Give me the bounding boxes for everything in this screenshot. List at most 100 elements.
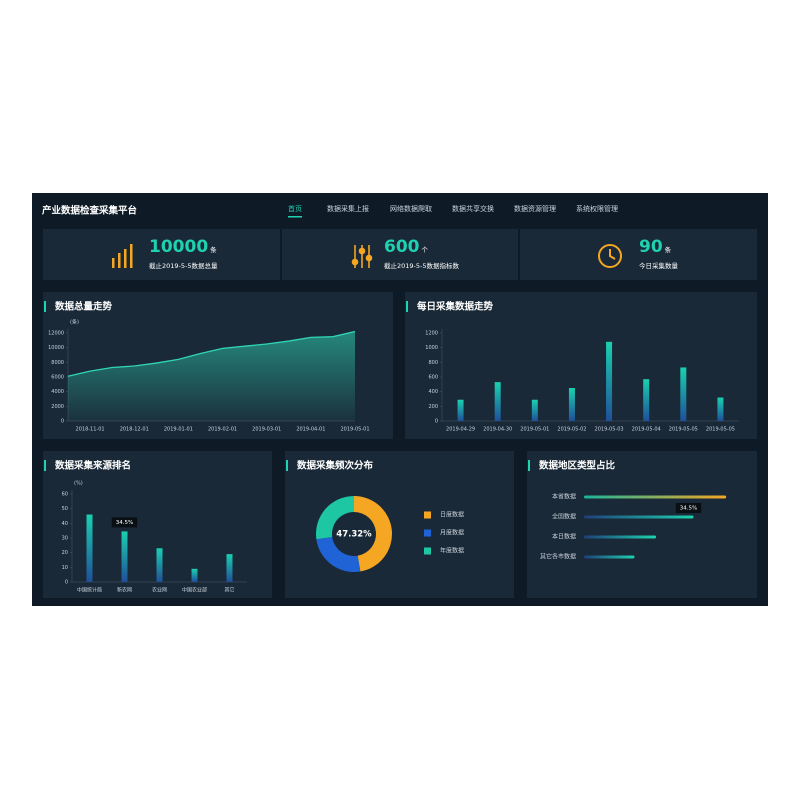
panel-accent [528, 460, 530, 471]
y-tick-label: 6000 [51, 375, 64, 381]
icon-sliders [351, 245, 373, 268]
y-tick-label: 0 [435, 419, 438, 425]
bar [226, 554, 233, 582]
hbar [584, 555, 635, 559]
nav-item[interactable]: 数据资源管理 [514, 204, 556, 213]
legend-label: 年度数据 [440, 547, 464, 555]
bar [457, 399, 464, 421]
donut-segment [316, 537, 361, 572]
x-tick-label: 2019-02-01 [208, 427, 237, 433]
y-tick-label: 600 [428, 375, 438, 381]
stat-value: 90 [639, 237, 663, 257]
bar [680, 367, 687, 421]
hbar [584, 495, 727, 499]
bar [156, 548, 163, 582]
panel [405, 292, 757, 439]
nav-item[interactable]: 数据采集上报 [327, 204, 369, 213]
y-tick-label: 20 [62, 550, 68, 556]
panel-title: 数据地区类型占比 [538, 460, 616, 472]
panel-accent [286, 460, 288, 471]
x-tick-label: 2019-01-01 [164, 427, 193, 433]
x-tick-label: 2019-03-01 [252, 427, 281, 433]
y-tick-label: 400 [428, 389, 438, 395]
y-tick-label: 4000 [51, 389, 64, 395]
y-unit: (条) [70, 319, 79, 326]
y-tick-label: 40 [62, 521, 68, 527]
nav-item[interactable]: 系统权限管理 [576, 204, 618, 213]
tooltip-box [111, 517, 138, 528]
y-tick-label: 0 [65, 580, 68, 586]
area-fill [68, 331, 355, 421]
x-tick-label: 2019-05-05 [706, 427, 735, 433]
tooltip: 34.5% [675, 503, 702, 513]
panel-accent [406, 301, 408, 312]
y-tick-label: 0 [61, 419, 64, 425]
legend-swatch [424, 529, 431, 537]
y-tick-label: 50 [62, 506, 68, 512]
y-tick-label: 12000 [48, 331, 64, 337]
hbar [584, 515, 694, 519]
panel-title: 每日采集数据走势 [417, 301, 494, 313]
x-tick-label: 2019-04-29 [446, 427, 475, 433]
x-tick-label: 2019-05-01 [340, 427, 369, 433]
category-label: 本省数据 [552, 493, 576, 501]
x-tick-label: 中国农业部 [182, 587, 207, 594]
y-tick-label: 30 [62, 536, 68, 542]
category-label: 全国数据 [552, 513, 576, 521]
x-tick-label: 2018-12-01 [120, 427, 149, 433]
y-unit: (%) [74, 481, 83, 487]
legend-label: 日度数据 [440, 511, 464, 519]
nav-item[interactable]: 首页 [288, 204, 302, 213]
hbar [584, 535, 657, 539]
y-tick-label: 60 [62, 492, 68, 498]
stat-label: 今日采集数量 [639, 261, 679, 270]
legend-label: 月度数据 [440, 529, 464, 537]
bar [191, 568, 198, 582]
tooltip: 34.5% [111, 517, 138, 528]
tooltip-box [675, 503, 702, 513]
panel-accent [44, 301, 46, 312]
panel [527, 451, 757, 598]
icon-clock [598, 244, 622, 268]
x-tick-label: 2019-05-04 [632, 427, 661, 433]
y-tick-label: 1200 [425, 331, 438, 337]
y-tick-label: 1000 [425, 345, 438, 351]
y-tick-label: 200 [428, 404, 438, 410]
legend-swatch [424, 511, 431, 519]
y-tick-label: 10000 [48, 345, 64, 351]
stat-unit: 个 [422, 246, 429, 254]
x-tick-label: 农业网 [152, 587, 167, 594]
stat-value: 10000 [149, 237, 208, 257]
donut-center-label: 47.32% [336, 530, 372, 540]
x-tick-label: 新农网 [117, 587, 132, 594]
x-tick-label: 中国统计局 [77, 587, 102, 594]
x-tick-label: 2019-04-30 [483, 427, 512, 433]
bar [568, 388, 575, 421]
nav-item[interactable]: 数据共享交换 [452, 204, 494, 213]
icon-bars [112, 244, 133, 268]
stat-unit: 条 [210, 245, 217, 254]
bar [643, 379, 650, 421]
x-tick-label: 2019-05-01 [520, 427, 549, 433]
x-tick-label: 2019-05-02 [557, 427, 586, 433]
stat-label: 截止2019-5-5数据总量 [149, 261, 218, 270]
y-tick-label: 8000 [51, 360, 64, 366]
donut-segment [316, 496, 354, 540]
bar [717, 397, 724, 421]
panel-title: 数据采集频次分布 [296, 460, 374, 472]
nav-item[interactable]: 网络数据爬取 [390, 204, 432, 213]
category-label: 其它各市数据 [540, 553, 576, 561]
panel-accent [44, 460, 46, 471]
stat-card [520, 229, 757, 280]
bar [86, 514, 93, 582]
stat-label: 截止2019-5-5数据指标数 [384, 261, 460, 270]
line [67, 330, 356, 377]
bar [494, 382, 501, 421]
nav-active-underline [288, 216, 302, 218]
bar [606, 341, 613, 421]
y-tick-label: 2000 [51, 404, 64, 410]
x-tick-label: 2019-05-05 [669, 427, 698, 433]
tooltip-label: 34.5% [116, 520, 133, 526]
donut-segment [354, 495, 393, 572]
